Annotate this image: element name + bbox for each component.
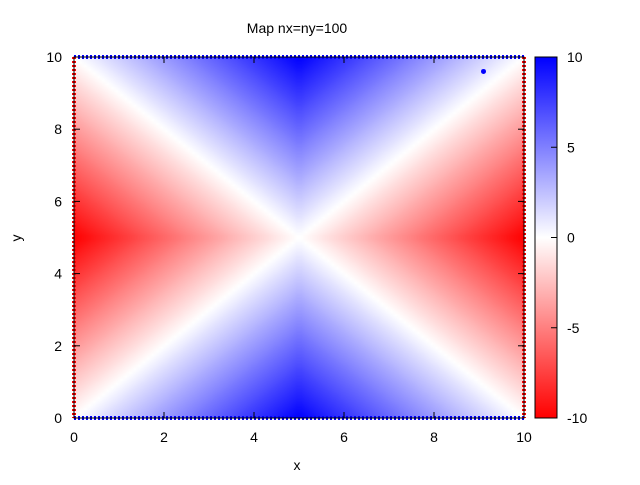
y-axis-label: y	[8, 235, 24, 242]
colorbar-tick-label: -5	[567, 320, 580, 336]
x-tick-label: 4	[250, 429, 258, 445]
x-tick-label: 0	[70, 429, 78, 445]
y-axis: 0 2 4 6 8 10	[46, 49, 524, 426]
x-tick-label: 6	[340, 429, 348, 445]
plot-area	[72, 55, 526, 420]
y-tick-label: 2	[54, 338, 62, 354]
x-axis: 0 2 4 6 8 10	[70, 57, 532, 445]
chart-title: Map nx=ny=100	[247, 20, 348, 36]
colorbar: -10 -5 0 5 10	[534, 49, 587, 426]
x-axis-label: x	[294, 457, 301, 473]
colorbar-tick-label: 5	[567, 139, 575, 155]
colorbar-ticks: -10 -5 0 5 10	[551, 49, 587, 426]
colorbar-tick-label: 10	[567, 49, 583, 65]
x-tick-label: 10	[516, 429, 532, 445]
x-tick-label: 2	[160, 429, 168, 445]
y-tick-label: 8	[54, 121, 62, 137]
x-tick-label: 8	[430, 429, 438, 445]
colorbar-tick-label: -10	[567, 410, 587, 426]
y-tick-label: 6	[54, 193, 62, 209]
colorbar-tick-label: 0	[567, 230, 575, 246]
y-tick-label: 0	[54, 410, 62, 426]
heatmap-image	[74, 57, 524, 418]
plot-frame	[73, 56, 525, 419]
y-tick-label: 4	[54, 266, 62, 282]
y-tick-label: 10	[46, 49, 62, 65]
outlier-point	[481, 68, 486, 74]
